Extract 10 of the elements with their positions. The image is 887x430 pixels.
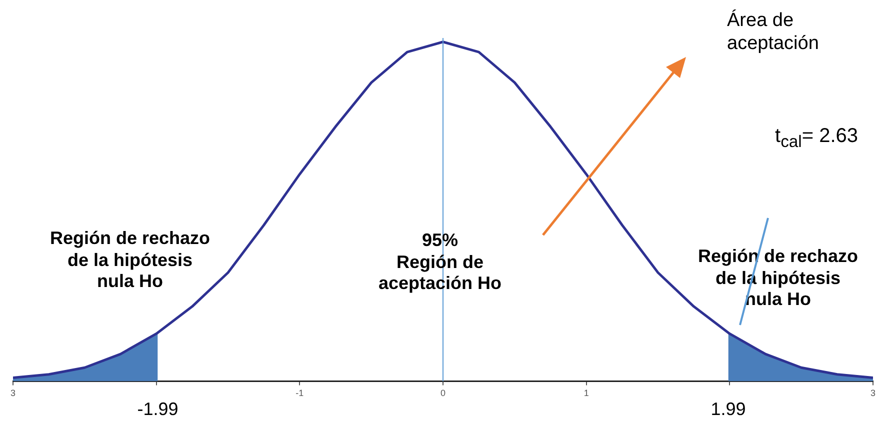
x-tick-label: 0 bbox=[440, 388, 446, 398]
x-tick-label: -1 bbox=[296, 388, 304, 398]
x-tick-label: 3 bbox=[870, 388, 876, 398]
x-tick-label: 3 bbox=[10, 388, 16, 398]
annotation: Área de aceptación bbox=[727, 10, 819, 56]
annotation: 1.99 bbox=[710, 399, 746, 421]
annotation: Región de rechazo de la hipótesis nula Ho bbox=[50, 228, 210, 293]
annotation: t$_{cal}$= 2.63 bbox=[775, 124, 858, 152]
x-tick-label: 1 bbox=[584, 388, 589, 398]
annotation: -1.99 bbox=[137, 399, 178, 421]
